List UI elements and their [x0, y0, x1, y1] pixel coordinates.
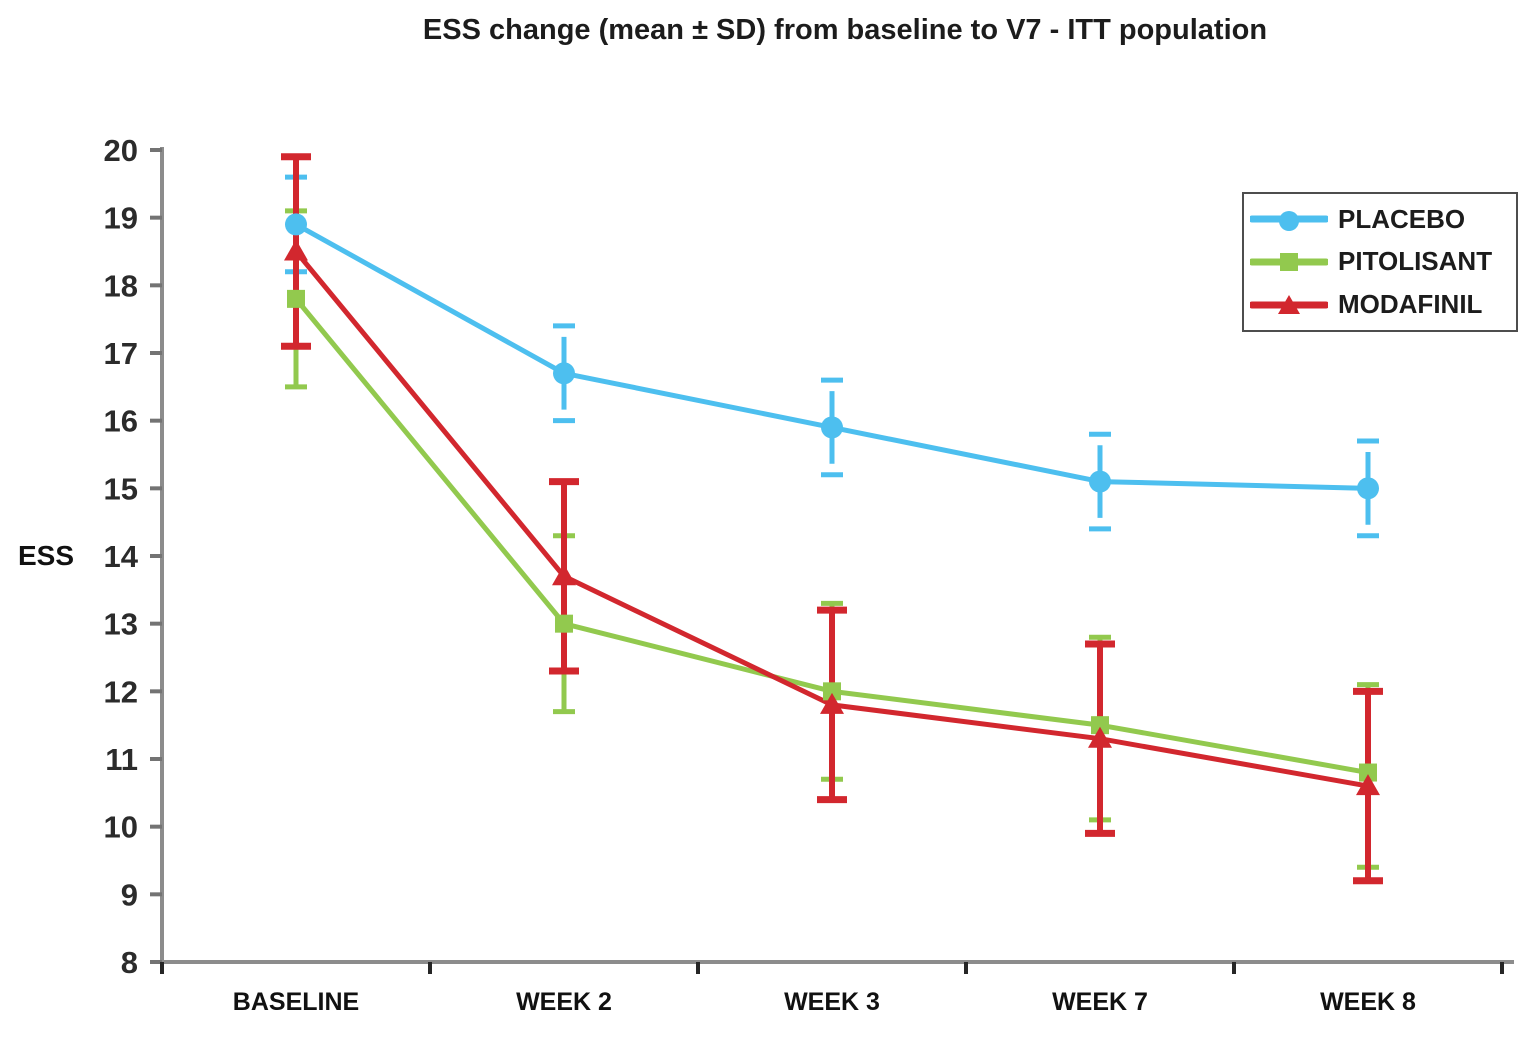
y-tick-label: 12: [104, 674, 138, 709]
pitolisant-swatch-canvas: [1248, 252, 1330, 271]
y-tick-label: 19: [104, 201, 138, 236]
legend-label-placebo: PLACEBO: [1338, 203, 1466, 234]
y-tick-label: 16: [104, 404, 138, 439]
placebo-line-marker-swatch: [1248, 203, 1330, 235]
y-tick-label: 14: [104, 539, 139, 574]
y-tick-label: 15: [104, 471, 138, 506]
chart-title: ESS change (mean ± SD) from baseline to …: [422, 14, 1268, 46]
legend-item-pitolisant: PITOLISANT: [1248, 246, 1510, 278]
pitolisant-marker: [823, 682, 841, 701]
circle-marker-icon: [1279, 211, 1299, 232]
pitolisant-marker: [1091, 716, 1109, 735]
placebo-marker: [1089, 470, 1111, 493]
x-tick-label: BASELINE: [233, 988, 359, 1016]
x-tick-label: WEEK 8: [1320, 988, 1416, 1016]
y-tick-label: 18: [104, 268, 138, 303]
y-tick-label: 11: [105, 742, 138, 777]
modafinil-marker: [284, 239, 308, 261]
legend-label-pitolisant: PITOLISANT: [1338, 246, 1493, 277]
y-tick-label: 20: [104, 133, 138, 168]
modafinil-marker: [1356, 774, 1380, 796]
y-tick-label: 10: [104, 810, 138, 845]
modafinil-marker: [552, 564, 576, 586]
legend-item-modafinil: MODAFINIL: [1248, 289, 1510, 321]
y-tick-label: 13: [104, 607, 138, 642]
pitolisant-line-marker-swatch: [1248, 246, 1330, 278]
placebo-marker: [285, 213, 307, 236]
x-tick-label: WEEK 7: [1052, 988, 1148, 1016]
y-axis-title: ESS: [18, 540, 75, 571]
modafinil-marker: [820, 692, 844, 714]
modafinil-swatch-canvas: [1248, 294, 1330, 314]
placebo-marker: [821, 416, 843, 439]
y-tick-label: 17: [104, 336, 138, 371]
placebo-marker: [1357, 477, 1379, 500]
triangle-marker-icon: [1278, 294, 1300, 314]
placebo-swatch-canvas: [1248, 211, 1330, 232]
pitolisant-marker: [555, 614, 573, 633]
pitolisant-marker: [1359, 763, 1377, 782]
legend: PLACEBO PITOLISANT MODAFINIL: [1242, 192, 1518, 332]
square-marker-icon: [1280, 252, 1298, 271]
y-tick-label: 9: [121, 877, 138, 912]
x-tick-label: WEEK 3: [784, 988, 880, 1016]
pitolisant-marker: [287, 289, 305, 308]
modafinil-marker: [1088, 726, 1112, 748]
y-tick-label: 8: [121, 945, 138, 980]
modafinil-error-bars: [281, 153, 1383, 885]
x-tick-label: WEEK 2: [516, 988, 612, 1016]
modafinil-line-marker-swatch: [1248, 289, 1330, 321]
legend-label-modafinil: MODAFINIL: [1338, 289, 1483, 320]
placebo-marker: [553, 362, 575, 385]
legend-item-placebo: PLACEBO: [1248, 203, 1510, 235]
